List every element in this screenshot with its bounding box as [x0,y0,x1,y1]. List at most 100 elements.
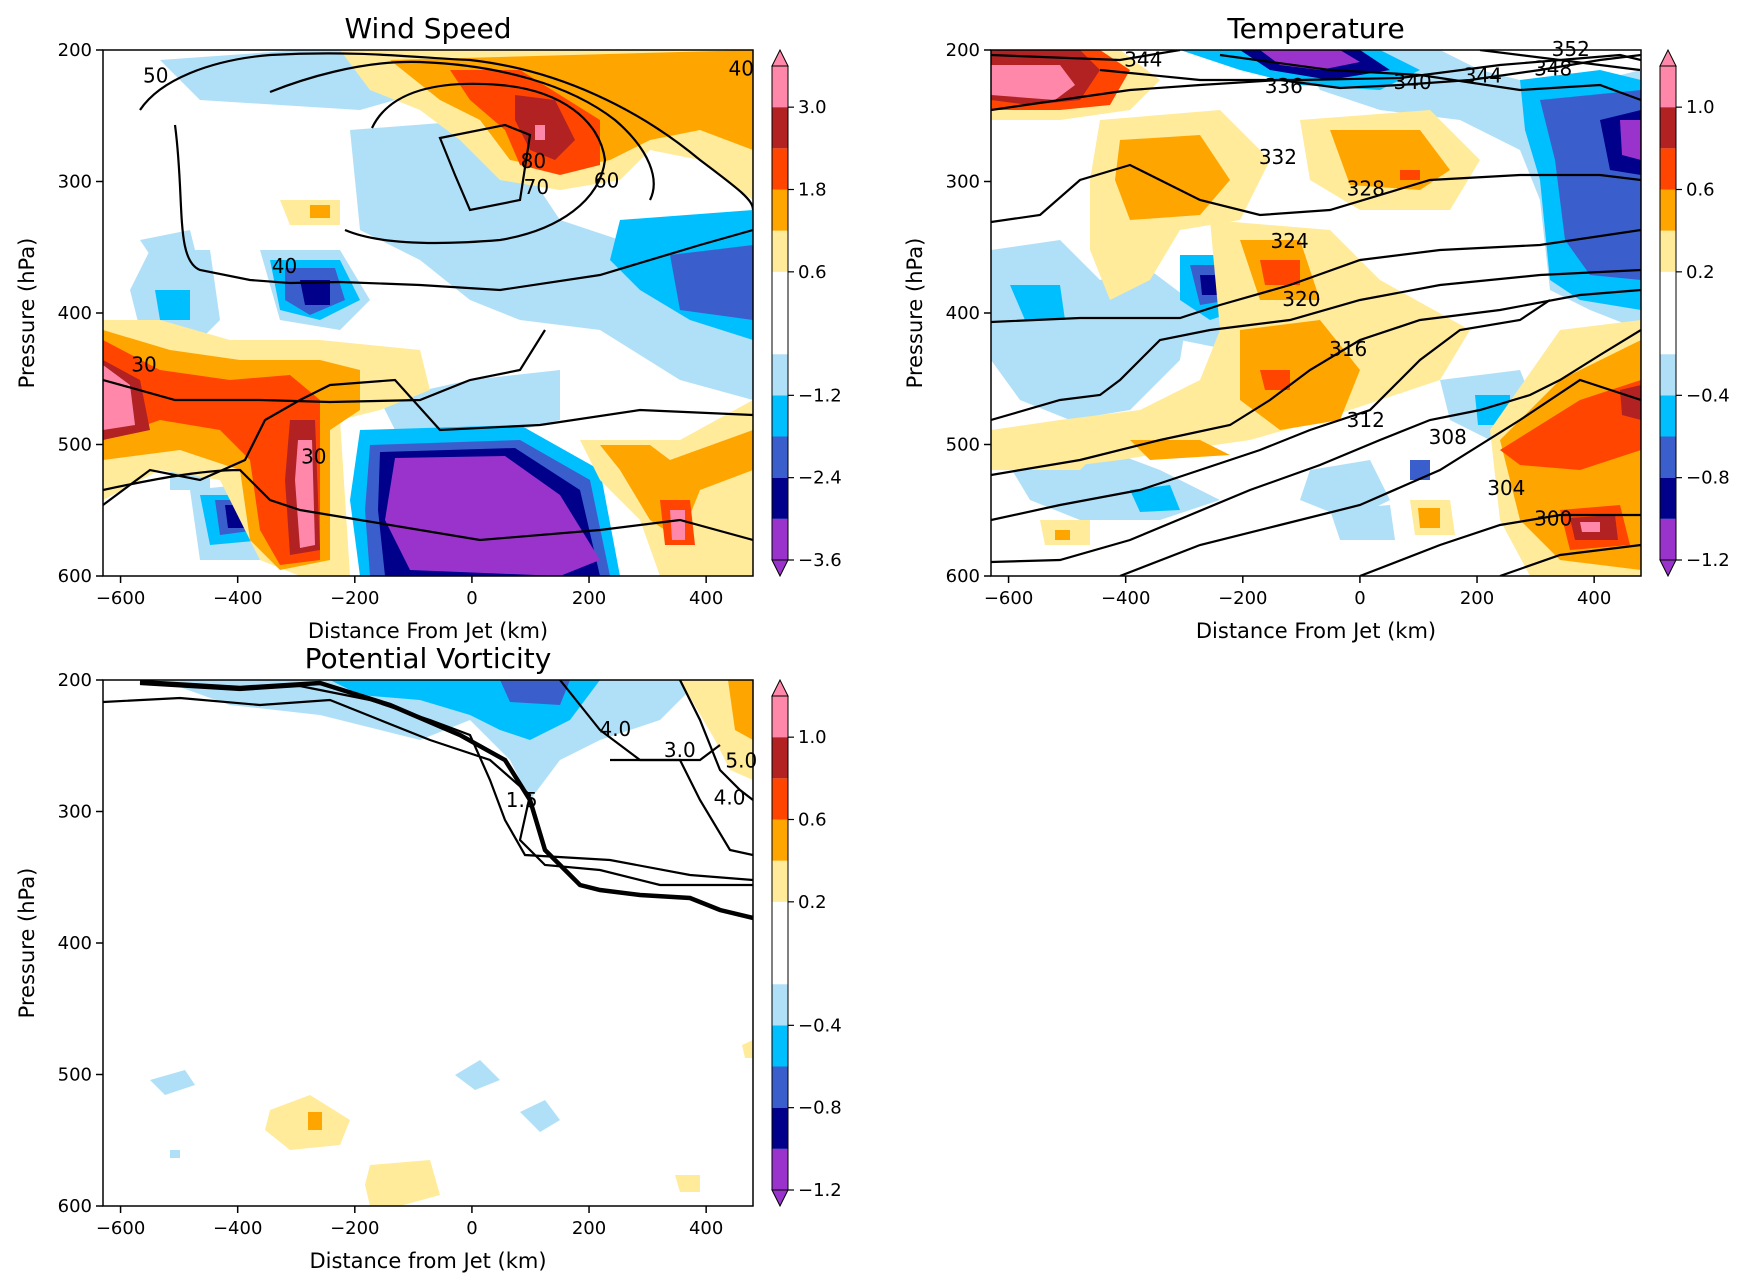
anomaly-fill [670,510,685,540]
contour-label: 300 [1534,506,1572,530]
wind-speed-ylabel: Pressure (hPa) [15,238,39,389]
contour-label: 332 [1259,145,1297,169]
anomaly-fill [1260,260,1300,285]
contour-label: 352 [1552,37,1590,61]
y-tick-label: 200 [58,670,92,691]
anomaly-fill [350,120,753,400]
y-tick-label: 600 [946,566,980,587]
x-tick-label: −400 [1101,588,1150,609]
colorbar-tick-label: 0.6 [1686,180,1715,201]
anomaly-fill [155,290,190,320]
contour-label: 5.0 [725,749,757,773]
x-tick-label: −200 [330,588,379,609]
x-tick-label: −600 [96,588,145,609]
colorbar-tick-label: −2.4 [798,468,842,489]
colorbar-extend-min [771,1189,789,1208]
y-tick-label: 300 [58,172,92,193]
wind-speed-xlabel: Distance From Jet (km) [308,619,548,643]
anomaly-fill [170,1150,180,1158]
colorbar-segment [772,230,788,272]
anomaly-fill [295,440,315,548]
colorbar-extend-max [1659,48,1677,67]
colorbar-segment [772,518,788,560]
colorbar-tick-label: −0.8 [798,1098,842,1119]
x-tick-label: 0 [466,1218,477,1239]
pv-panel: Potential Vorticity Distance from Jet (k… [15,642,842,1273]
anomaly-fill [308,1112,322,1130]
wind-speed-xticks: −600 −400 −200 0 200 400 [96,576,723,609]
anomaly-fill [150,1070,195,1095]
anomaly-fill [1260,50,1360,70]
temperature-plot-area [991,50,1641,576]
x-tick-label: 200 [572,588,606,609]
anomaly-fill [1130,485,1180,512]
y-tick-label: 200 [946,40,980,61]
contour-label: 30 [131,353,156,377]
anomaly-fill [535,125,545,140]
y-tick-label: 500 [58,1065,92,1086]
anomaly-fill [385,456,600,576]
wind-speed-plot-area [103,50,753,576]
anomaly-fill [1260,370,1290,390]
anomaly-fill [520,1100,560,1132]
wind-speed-yticks: 200 300 400 500 600 [58,40,103,587]
colorbar-segment [772,477,788,519]
contour-label: 340 [1394,70,1432,94]
colorbar-tick-label: 1.0 [1686,97,1715,118]
temperature-yticks: 200 300 400 500 600 [946,40,991,587]
pv-plot-area [103,680,753,1206]
contour-label: 40 [729,57,754,81]
anomaly-fill [1200,275,1218,295]
x-tick-label: −600 [96,1218,145,1239]
colorbar-segment [772,1107,788,1149]
colorbar-segment [1660,395,1676,437]
x-tick-label: −400 [213,1218,262,1239]
colorbar-tick-label: −0.4 [798,1015,842,1036]
colorbar-segment [772,819,788,861]
contour-label: 50 [143,63,168,87]
colorbar-segment [772,107,788,149]
anomaly-fill [991,220,1470,470]
colorbar-segment [1660,271,1676,355]
anomaly-fill [670,245,753,320]
anomaly-fill [455,1060,500,1090]
contour-label: 80 [521,149,546,173]
wind-speed-colorbar: 3.0 1.8 0.6 −1.2 −2.4 −3.6 [771,48,842,578]
temperature-contours [991,50,1641,576]
temperature-panel: Temperature Distance From Jet (km) Press… [903,12,1730,643]
contour-label: 60 [594,169,619,193]
colorbar-segment [772,354,788,396]
anomaly-fill [1240,320,1360,430]
colorbar-tick-label: −1.2 [798,1180,842,1201]
colorbar-tick-label: 3.0 [798,97,827,118]
y-tick-label: 400 [58,303,92,324]
contour-label: 324 [1271,229,1309,253]
anomaly-fill [1580,522,1600,532]
temperature-title: Temperature [1226,12,1404,45]
colorbar-segment [1660,148,1676,190]
pv-colorbar: 1.0 0.6 0.2 −0.4 −0.8 −1.2 [771,678,842,1208]
wind-speed-title: Wind Speed [344,12,511,45]
anomaly-fill [500,680,570,705]
colorbar-extend-max [771,48,789,67]
x-tick-label: −600 [984,588,1033,609]
colorbar-segment [772,189,788,231]
anomaly-fill [1300,460,1390,520]
contour-label: 40 [272,254,297,278]
contour-label: 30 [301,445,326,469]
contour-label: 316 [1329,337,1367,361]
temperature-colorbar: 1.0 0.6 0.2 −0.4 −0.8 −1.2 [1659,48,1730,578]
pv-contour-labels: 4.0 3.0 1.5 4.0 5.0 [506,717,757,812]
colorbar-segment [1660,518,1676,560]
x-tick-label: 200 [572,1218,606,1239]
anomaly-fill [310,205,330,218]
anomaly-fill [991,65,1075,100]
y-tick-label: 400 [58,933,92,954]
x-tick-label: 0 [466,588,477,609]
colorbar-segment [772,1148,788,1190]
contour-label: 4.0 [714,785,746,809]
colorbar-frame [1659,65,1677,561]
anomaly-fill [1400,170,1420,180]
colorbar-segment [1660,107,1676,149]
